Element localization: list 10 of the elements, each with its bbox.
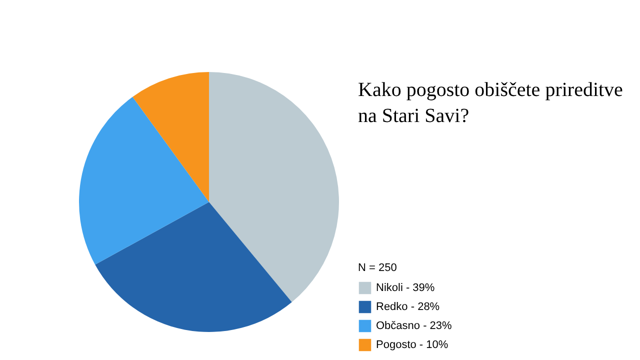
pie-slice [132, 72, 209, 202]
legend-title: N = 250 [358, 262, 397, 274]
legend-label: Pogosto - 10% [376, 339, 448, 351]
legend-label: Občasno - 23% [376, 320, 452, 332]
legend-label: Redko - 28% [376, 301, 440, 313]
pie-slice [209, 72, 339, 302]
pie-slice [95, 202, 292, 332]
text: Kako pogosto obiščete prireditve na Stari Savi? [358, 79, 624, 127]
pie-slice [79, 96, 209, 265]
legend-label: Nikoli - 39% [376, 282, 435, 294]
